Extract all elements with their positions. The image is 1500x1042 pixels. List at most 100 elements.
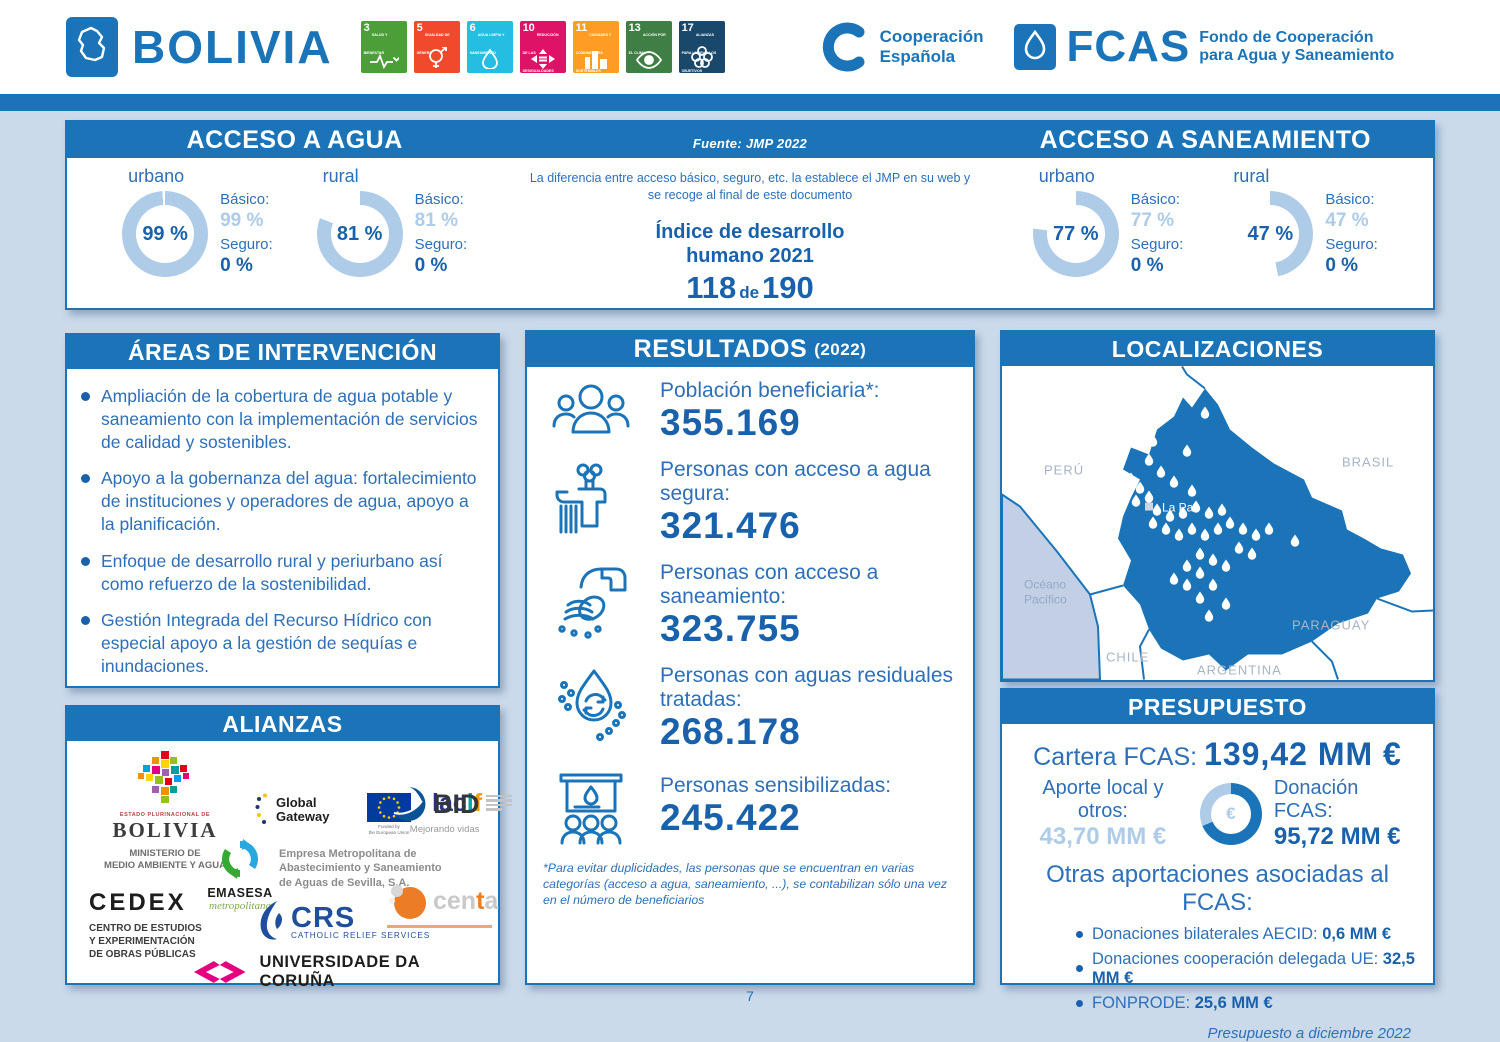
water-urban-donut: 99 %	[122, 191, 209, 278]
water-drop-marker	[1182, 578, 1192, 591]
areas-panel: ÁREAS DE INTERVENCIÓN Ampliación de la c…	[65, 333, 500, 688]
basic-label: Básico:	[414, 191, 464, 208]
bullet-icon	[1076, 999, 1083, 1007]
lacif-logo: lacif	[432, 791, 513, 816]
sdg-6-icon: 6 AGUA LIMPIA Y SANEAMIENTO	[466, 21, 513, 73]
bolivia-brand: BOLIVIA	[66, 17, 333, 77]
otras-aportaciones-title: Otras aportaciones asociadas al FCAS:	[1046, 860, 1389, 916]
centa-sphere-icon	[389, 885, 426, 919]
water-drop-marker	[1131, 494, 1141, 507]
udc-symbol-icon	[193, 961, 246, 983]
water-tap-icon	[543, 460, 638, 544]
bolivia-ministry-logo: ESTADO PLURINACIONAL DE BOLIVIA MINISTER…	[85, 749, 245, 873]
crs-flame-icon	[260, 901, 282, 940]
alliances-title: ALIANZAS	[67, 707, 498, 741]
bullet-icon	[81, 556, 90, 566]
bolivia-map: La Paz PERÚ BRASIL Océano Pacífico CHILE…	[1002, 366, 1433, 680]
water-urban-group: urbano 99 % Básico: 99 % Seguro: 0 %	[122, 166, 273, 310]
water-drop-marker	[1200, 528, 1210, 541]
sdg-5-icon: 5 IGUALDAD DE GÉNERO	[413, 21, 460, 73]
udc-logo: UNIVERSIDADE DA CORUÑA	[192, 953, 498, 991]
basic-value: 77 %	[1130, 210, 1175, 231]
results-titlebar: RESULTADOS (2022)	[527, 332, 973, 367]
basic-value: 47 %	[1325, 210, 1369, 231]
ocean-label-2: Pacífico	[1024, 593, 1067, 607]
results-year: (2022)	[814, 339, 867, 359]
water-drop-marker	[1251, 528, 1261, 541]
budget-bullet-list: Donaciones bilaterales AECID: 0,6 MM € D…	[1076, 925, 1417, 1013]
water-drop-marker	[1200, 406, 1210, 419]
page-number: 7	[746, 988, 754, 1004]
water-drop-marker	[1247, 547, 1257, 560]
la-paz-label: La Paz	[1162, 501, 1199, 515]
cooperacion-espanola-logo: Cooperación Española	[820, 22, 983, 72]
basic-label: Básico:	[1130, 191, 1180, 208]
bid-globe-icon	[393, 786, 426, 821]
sdg-10-icon: 10 REDUCCIÓN DE LAS DESIGUALDADES	[519, 21, 566, 73]
bullet-icon	[1076, 930, 1083, 938]
urban-label: urbano	[128, 166, 185, 186]
result-item: Personas con acceso a agua segura: 321.4…	[543, 458, 957, 547]
water-drop-marker	[1195, 566, 1205, 579]
hdi-rank: 118 de190	[686, 269, 814, 305]
emasesa-arrows-icon	[221, 839, 259, 879]
jmp-note: La diferencia entre acceso básico, segur…	[529, 171, 971, 202]
water-drop-marker	[1148, 434, 1158, 447]
water-drop-marker	[1169, 572, 1179, 585]
water-drop-marker	[1264, 522, 1274, 535]
access-water-title: ACCESO A AGUA	[186, 125, 403, 154]
result-item: Personas con aguas residuales tratadas: …	[543, 664, 957, 753]
basic-value: 81 %	[414, 210, 458, 231]
areas-list: Ampliación de la cobertura de agua potab…	[67, 369, 498, 678]
argentina-label: ARGENTINA	[1197, 663, 1282, 678]
water-drop-marker	[1122, 484, 1132, 497]
result-label: Personas con aguas residuales tratadas:	[660, 663, 954, 711]
water-drop-marker	[1165, 509, 1175, 522]
access-sanitation-title: ACCESO A SANEAMIENTO	[1039, 125, 1371, 154]
pacific-ocean	[1002, 493, 1102, 680]
access-panel: ACCESO A AGUA Fuente: JMP 2022 ACCESO A …	[65, 120, 1435, 310]
safe-value: 0 %	[414, 254, 448, 276]
water-drop-marker	[1204, 506, 1214, 519]
result-value: 268.178	[660, 711, 801, 753]
sdg-17-icon: 17 ALIANZAS PARA LOGRAR LOS OBJETIVOS	[678, 21, 725, 73]
rural-label: rural	[1233, 166, 1270, 186]
water-drop-marker	[1113, 475, 1123, 488]
water-drop-marker	[1204, 609, 1214, 622]
alliances-panel: ALIANZAS ESTADO PLURINACIONAL DE BOLI	[65, 705, 513, 990]
bullet-icon	[81, 615, 90, 625]
safe-value: 0 %	[220, 254, 253, 276]
water-drop-marker	[1144, 490, 1154, 503]
access-panel-titlebar: ACCESO A AGUA Fuente: JMP 2022 ACCESO A …	[67, 122, 1433, 158]
sdg-3-icon: 3 SALUD Y BIENESTAR	[360, 21, 407, 73]
cartera-row: Cartera FCAS: 139,42 MM €	[1018, 736, 1417, 773]
beneficiaries-icon	[543, 380, 638, 442]
water-drop-marker	[1174, 528, 1184, 541]
project-location-markers	[1109, 406, 1300, 622]
fcas-subtitle: Fondo de Cooperación para Agua y Saneami…	[1199, 28, 1395, 64]
cedex-logo: CEDEX CENTRO DE ESTUDIOS Y EXPERIMENTACI…	[89, 889, 202, 960]
rural-label: rural	[322, 166, 359, 186]
source-note: Fuente: JMP 2022	[692, 135, 808, 151]
result-value: 323.755	[660, 608, 801, 650]
locations-panel: LOCALIZACIONES La Paz PERÚ BRASIL Océano…	[1000, 330, 1435, 682]
water-rural-group: rural 81 % Básico: 81 % Seguro: 0 %	[316, 166, 468, 310]
bolivia-mosaic-icon	[138, 751, 189, 803]
water-drop-marker	[1135, 481, 1145, 494]
global-gateway-logo: Global Gateway	[255, 793, 329, 827]
safe-label: Seguro:	[1325, 235, 1378, 253]
result-label: Personas sensibilizadas:	[660, 774, 892, 798]
budget-donut: €	[1199, 782, 1262, 845]
sanitation-urban-donut: 77 %	[1032, 191, 1119, 278]
bullet-icon	[1076, 965, 1083, 973]
safe-value: 0 %	[1325, 254, 1359, 276]
result-item: Personas con acceso a saneamiento: 323.7…	[543, 561, 957, 650]
safe-label: Seguro:	[414, 235, 468, 253]
water-drop-marker	[1234, 541, 1244, 554]
list-item: Enfoque de desarrollo rural y periurbano…	[81, 550, 480, 596]
safe-label: Seguro:	[1130, 235, 1184, 253]
result-item: Personas sensibilizadas: 245.422	[543, 767, 957, 847]
country-borders	[1089, 366, 1433, 680]
crs-logo: CRS CATHOLIC RELIEF SERVICES	[257, 899, 430, 943]
peru-label: PERÚ	[1044, 463, 1084, 478]
